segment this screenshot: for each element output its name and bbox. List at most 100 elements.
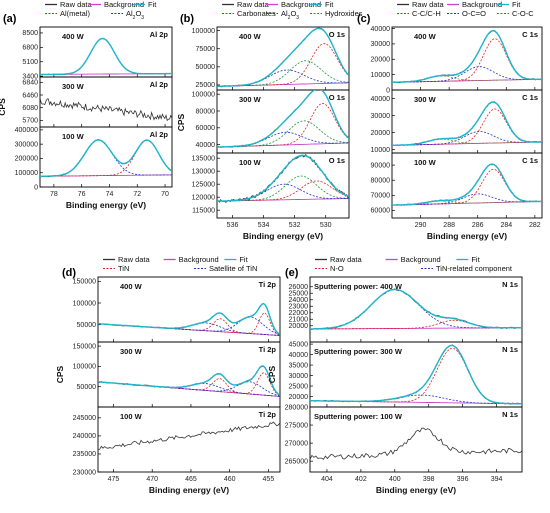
curves (310, 344, 522, 405)
fit-curve (310, 288, 522, 330)
y-tick-label: 150000 (73, 279, 96, 286)
panel-label: (b) (180, 13, 194, 25)
subplot-1: 40000 60000 80000 100000 300 W O 1s (192, 89, 350, 154)
x-tick-label: 282 (529, 222, 541, 229)
curves (40, 97, 172, 122)
x-tick-label: 70 (161, 191, 169, 198)
y-tick-label: 6080 (22, 105, 38, 112)
x-axis-label: Binding energy (eV) (427, 231, 507, 241)
y-tick-label: 23000 (289, 304, 309, 311)
legend-label: Fit (148, 0, 157, 9)
component-peak (98, 381, 280, 397)
curves (40, 139, 172, 178)
fit-curve (392, 163, 542, 206)
y-tick-label: 90000 (371, 162, 391, 169)
component-peak (392, 130, 542, 146)
power-label: 100 W (239, 158, 262, 167)
x-tick-label: 76 (78, 191, 86, 198)
power-label: 100 W (120, 412, 143, 421)
legend-label: TiN (118, 264, 129, 273)
x-tick-label: 288 (443, 222, 455, 229)
curves (217, 27, 349, 88)
fit-curve (392, 29, 542, 83)
y-tick-label: 40000 (289, 352, 309, 359)
y-tick-label: 60000 (196, 125, 216, 132)
peak-label: N 1s (502, 280, 518, 289)
subplot-0: 25000 50000 75000 100000 400 W O 1s (192, 26, 350, 91)
legend-label: Fit (325, 0, 334, 9)
y-tick-label: 5100 (22, 59, 38, 66)
y-tick-label: 3400 (22, 73, 38, 80)
legend-label: Al(metal) (60, 9, 91, 18)
y-tick-label: 245000 (73, 415, 96, 422)
x-tick-label: 475 (108, 476, 120, 483)
curves (217, 90, 349, 148)
component-peak (310, 319, 522, 330)
y-tick-label: 5700 (22, 118, 38, 125)
x-tick-label: 402 (355, 476, 367, 483)
y-axis-label: CPS (0, 98, 7, 116)
legend: Raw data Background Fit N-O TiN-related comp… (315, 255, 513, 273)
y-tick-label: 75000 (196, 46, 216, 53)
peak-label: Al 2p (150, 30, 169, 39)
legend-label: N-O (330, 264, 344, 273)
curves (392, 101, 542, 147)
x-axis-label: Binding energy (eV) (149, 485, 229, 495)
x-axis-label: Binding energy (eV) (376, 485, 456, 495)
subplot-0: 3400 5100 6800 8500 400 W Al 2p (22, 26, 173, 80)
x-tick-label: 465 (185, 476, 197, 483)
y-tick-label: 80000 (371, 178, 391, 185)
raw-data (98, 365, 280, 396)
component-peak (217, 43, 349, 87)
y-axis-label: CPS (176, 113, 186, 131)
raw-data (310, 288, 522, 331)
subplot-2: 265000 270000 275000 280000 Sputtering power… (285, 404, 523, 483)
y-tick-label: 20000 (371, 57, 391, 64)
component-peak (217, 175, 349, 202)
power-label: Sputtering power: 300 W (314, 347, 403, 356)
y-tick-label: 200000 (15, 156, 38, 163)
power-label: 300 W (414, 95, 437, 104)
legend: Raw data Background Fit C-C/C-H O-C=O C-O-C (397, 0, 534, 18)
subplot-1: 20000 25000 30000 35000 40000 45000 Sputtering… (289, 341, 523, 408)
y-tick-label: 35000 (289, 362, 309, 369)
y-tick-label: 130000 (192, 169, 215, 176)
y-tick-label: 280000 (285, 404, 308, 411)
legend-label: C-O-C (512, 9, 534, 18)
panel-label: (c) (357, 13, 371, 25)
subplot-2: 230000 235000 240000 245000 100 W Ti 2p 475 470… (73, 406, 281, 483)
y-tick-label: 70000 (371, 193, 391, 200)
y-tick-label: 10000 (371, 147, 391, 154)
y-tick-label: 230000 (73, 469, 96, 476)
y-tick-label: 100000 (15, 170, 38, 177)
peak-label: Ti 2p (259, 345, 277, 354)
peak-label: O 1s (329, 156, 345, 165)
y-tick-label: 40000 (196, 142, 216, 149)
curves (392, 163, 542, 206)
y-tick-label: 135000 (192, 156, 215, 163)
y-tick-label: 300000 (15, 141, 38, 148)
legend: Raw data Background Fit Al(metal) Al2O3 (45, 0, 157, 21)
y-tick-label: 25000 (289, 291, 309, 298)
legend-label: O-C=O (462, 9, 486, 18)
legend-label: TiN-related component (436, 264, 513, 273)
y-tick-label: 25000 (289, 383, 309, 390)
legend-label: Background (104, 0, 144, 9)
raw-data (40, 38, 172, 76)
subplot-2: 115000 120000 125000 130000 135000 100 W O 1s 5… (192, 152, 350, 229)
y-axis-label: CPS (55, 365, 65, 383)
x-tick-label: 398 (423, 476, 435, 483)
power-label: 300 W (62, 82, 85, 91)
fit-curve (217, 90, 349, 148)
y-tick-label: 125000 (192, 182, 215, 189)
y-tick-label: 100000 (73, 364, 96, 371)
y-tick-label: 8500 (22, 30, 38, 37)
curves (392, 29, 542, 83)
plot-frame (97, 406, 281, 473)
legend-label: Satellite of TiN (209, 264, 257, 273)
component-peak (98, 312, 280, 336)
legend-label: Hydroxides (325, 9, 363, 18)
x-tick-label: 290 (415, 222, 427, 229)
x-tick-label: 284 (500, 222, 512, 229)
